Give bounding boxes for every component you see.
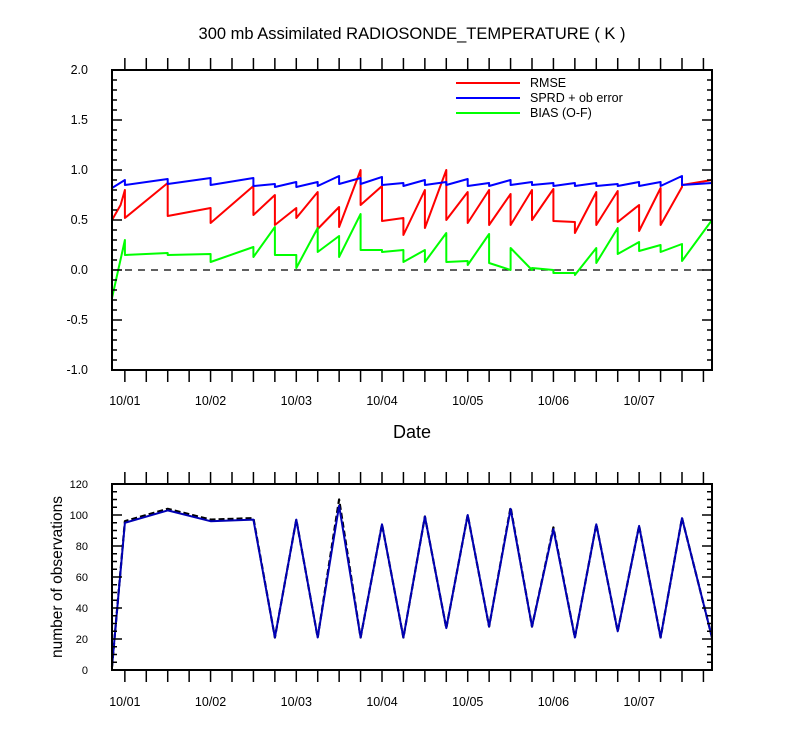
x-tick-label: 10/07 — [624, 394, 655, 408]
series-line-rmse — [111, 169, 713, 236]
y-tick-label: 20 — [76, 634, 88, 646]
x-tick-label: 10/06 — [538, 695, 569, 709]
series-line-possible — [110, 498, 714, 667]
series-line-used — [111, 504, 713, 667]
chart-title: 300 mb Assimilated RADIOSONDE_TEMPERATUR… — [199, 25, 626, 43]
y-tick-label: 0 — [82, 665, 88, 677]
top-plot-frame — [111, 69, 713, 371]
x-tick-label: 10/07 — [624, 695, 655, 709]
x-tick-label: 10/01 — [109, 394, 140, 408]
x-tick-label: 10/01 — [109, 695, 140, 709]
x-tick-label: 10/03 — [281, 695, 312, 709]
bottom-plot-frame — [111, 483, 713, 671]
rmse-spread-bias-panel: -1.0 -0.5 0.0 0.5 1.0 1.5 2.0 10/01 10/02 10/03 1… — [66, 58, 713, 408]
y-tick-label: -1.0 — [66, 363, 88, 377]
x-tick-label: 10/06 — [538, 394, 569, 408]
y-tick-label: 1.5 — [71, 113, 88, 127]
y-axis-label-observations: number of observations — [49, 496, 66, 658]
observations-panel: 0 20 40 60 80 100 120 10/01 10/02 10/03 10/04 10/0… — [70, 472, 714, 709]
legend-label: BIAS (O-F) — [530, 106, 592, 120]
y-tick-label: 100 — [70, 510, 88, 522]
y-tick-label: 1.0 — [71, 163, 88, 177]
y-tick-label: 0.5 — [71, 213, 88, 227]
y-tick-label: 120 — [70, 479, 88, 491]
y-tick-label: 60 — [76, 572, 88, 584]
y-tick-label: 0.0 — [71, 263, 88, 277]
y-tick-label: 80 — [76, 541, 88, 553]
series-line-bias-o-f — [111, 213, 713, 299]
legend-label: SPRD + ob error — [530, 91, 623, 105]
x-tick-label: 10/02 — [195, 394, 226, 408]
x-tick-label: 10/04 — [366, 695, 397, 709]
x-tick-label: 10/03 — [281, 394, 312, 408]
y-tick-label: -0.5 — [66, 313, 88, 327]
x-tick-label: 10/04 — [366, 394, 397, 408]
x-tick-label: 10/02 — [195, 695, 226, 709]
x-tick-label: 10/05 — [452, 394, 483, 408]
legend-label: RMSE — [530, 76, 566, 90]
y-tick-label: 40 — [76, 603, 88, 615]
series-line-sprd-ob-error — [111, 175, 713, 189]
y-tick-label: 2.0 — [71, 63, 88, 77]
x-tick-label: 10/05 — [452, 695, 483, 709]
x-axis-label: Date — [393, 422, 431, 442]
